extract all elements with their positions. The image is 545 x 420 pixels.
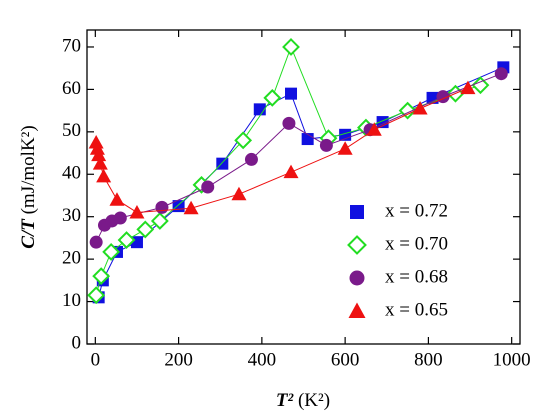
marker (366, 122, 382, 136)
marker (155, 200, 169, 214)
legend-label: x = 0.68 (385, 266, 448, 287)
x-tick-label: 0 (91, 349, 101, 370)
marker (109, 192, 125, 206)
marker (89, 235, 103, 249)
marker (494, 67, 508, 81)
marker (234, 131, 253, 150)
marker (285, 87, 298, 100)
plot-frame (86, 29, 521, 345)
legend-marker (348, 302, 366, 318)
marker (129, 204, 145, 219)
legend-marker (349, 270, 365, 286)
x-tick-label: 800 (414, 349, 443, 370)
x-tick-label: 400 (248, 349, 277, 370)
marker (102, 243, 121, 261)
legend-label: x = 0.72 (385, 200, 448, 221)
marker (471, 76, 490, 95)
y-tick-label: 40 (62, 163, 81, 184)
marker (92, 156, 108, 170)
marker (460, 80, 476, 95)
y-tick-label: 10 (62, 290, 81, 311)
marker (263, 88, 282, 107)
marker (282, 116, 296, 130)
y-tick-label: 50 (62, 120, 81, 141)
legend-label: x = 0.65 (385, 299, 448, 320)
marker (231, 186, 247, 201)
marker (87, 286, 106, 305)
marker (150, 212, 169, 230)
marker (91, 147, 107, 162)
marker (216, 157, 229, 170)
legend-marker (350, 205, 364, 219)
x-tick-label: 1000 (493, 349, 531, 370)
y-tick-label: 20 (62, 247, 81, 268)
x-label-unit: (K²) (298, 390, 330, 411)
marker (412, 101, 428, 115)
marker (244, 152, 258, 166)
marker (89, 141, 105, 155)
marker (376, 116, 389, 129)
y-axis-label: C/T (mJ/molK²) (18, 125, 39, 248)
marker (183, 200, 199, 215)
y-tick-label: 0 (72, 332, 82, 353)
marker (319, 138, 333, 152)
marker (113, 211, 127, 225)
marker (282, 38, 300, 56)
marker (88, 134, 104, 149)
y-tick-label: 60 (62, 78, 81, 99)
x-tick-label: 200 (164, 349, 193, 370)
x-tick-label: 600 (331, 349, 360, 370)
y-label-var: C/T (18, 218, 39, 249)
marker (96, 168, 112, 183)
marker (117, 231, 136, 249)
marker (136, 220, 155, 239)
marker (283, 164, 299, 179)
legend-label: x = 0.70 (385, 233, 448, 254)
legend-marker (347, 235, 367, 255)
y-label-unit: (mJ/molK²) (18, 125, 39, 214)
x-label-var: T² (276, 390, 295, 411)
marker (201, 180, 215, 194)
x-axis-label: T² (K²) (276, 390, 330, 411)
marker (92, 267, 111, 286)
y-tick-label: 70 (62, 35, 81, 56)
y-tick-label: 30 (62, 205, 81, 226)
marker (337, 141, 353, 155)
